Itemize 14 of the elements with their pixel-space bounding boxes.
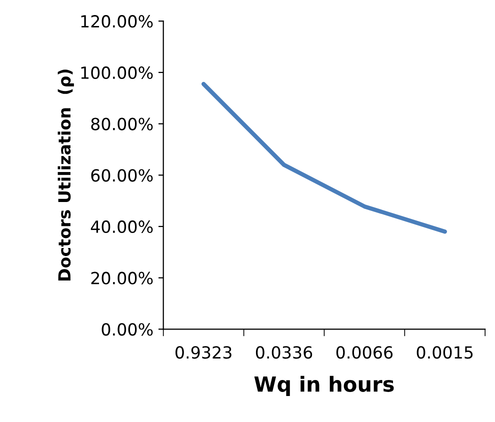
line-series [201, 82, 447, 234]
x-tick-label: 0.0066 [336, 346, 393, 359]
x-tick-label: 0.9323 [176, 346, 232, 359]
y-tick-label: 20.00% [91, 272, 153, 284]
y-tick-label: 80.00% [91, 118, 153, 130]
y-tick-label: 120.00% [81, 15, 153, 28]
y-tick-label: 0.00% [102, 323, 153, 336]
y-tick-label: 60.00% [91, 169, 153, 182]
y-axis-title: Doctors Utilization (ρ) [58, 70, 74, 281]
y-tick-label: 100.00% [81, 66, 153, 80]
x-tick-label: 0.0015 [416, 346, 473, 359]
x-axis-title: Wq in hours [254, 376, 394, 396]
x-tick-label: 0.0336 [256, 346, 312, 359]
y-tick-label: 40.00% [90, 220, 153, 234]
